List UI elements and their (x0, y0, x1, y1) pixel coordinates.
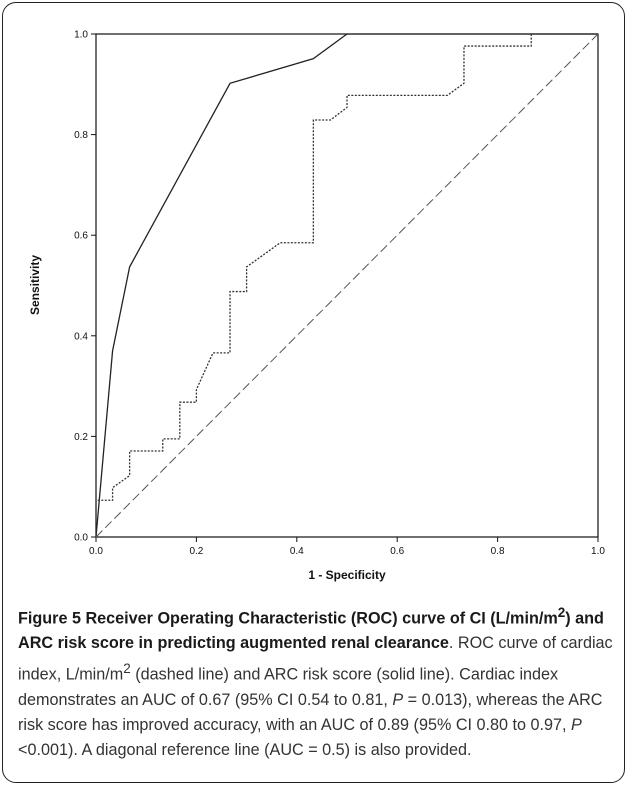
caption-body-part-4: <0.001). A diagonal reference line (AUC … (18, 740, 472, 759)
caption-body-part-3: = 0.013), whereas the ARC risk score has… (18, 690, 603, 734)
plot-area: 0.0 0.2 0.4 0.6 0.8 1.0 0.0 0.2 0.4 0.6 0.8 1.0 (74, 30, 605, 558)
y-tick-label: 1.0 (74, 30, 88, 41)
x-tick-label: 0.0 (89, 546, 103, 557)
x-tick-label: 0.2 (189, 546, 203, 557)
figure-caption: Figure 5 Receiver Operating Characterist… (18, 600, 614, 763)
caption-title-part-1: Figure 5 Receiver Operating Characterist… (18, 609, 558, 628)
x-tick-label: 0.6 (390, 546, 404, 557)
y-tick-label: 0.0 (74, 533, 88, 544)
y-tick-label: 0.6 (74, 231, 88, 242)
y-tick-label: 0.2 (74, 432, 88, 443)
caption-p-symbol-1: P (392, 690, 404, 709)
y-tick-label: 0.8 (74, 130, 88, 141)
caption-body-part-1: . ROC curve of cardiac index, L/min/m (18, 634, 613, 684)
caption-title-superscript: 2 (557, 605, 566, 620)
caption-p-symbol-2: P (571, 715, 582, 734)
cardiac-index-curve (95, 33, 598, 537)
y-tick-label: 0.4 (74, 331, 88, 342)
arc-risk-score-curve (95, 33, 598, 538)
reference-diagonal-line (95, 33, 599, 538)
x-tick-label: 0.4 (290, 546, 304, 557)
caption-title-part-2: ) and ARC risk score in predicting augme… (18, 609, 604, 653)
x-tick-label: 0.8 (491, 546, 505, 557)
caption-body-part-2: (dashed line) and ARC risk score (solid … (18, 665, 559, 709)
y-axis-title: Sensitivity (28, 255, 42, 315)
x-axis-title: 1 - Specificity (308, 568, 386, 582)
x-tick-label: 1.0 (591, 546, 605, 557)
caption-body-superscript: 2 (123, 661, 131, 677)
roc-chart: 0.0 0.2 0.4 0.6 0.8 1.0 0.0 0.2 0.4 0.6 0.8 1.0 1 -… (28, 30, 605, 583)
